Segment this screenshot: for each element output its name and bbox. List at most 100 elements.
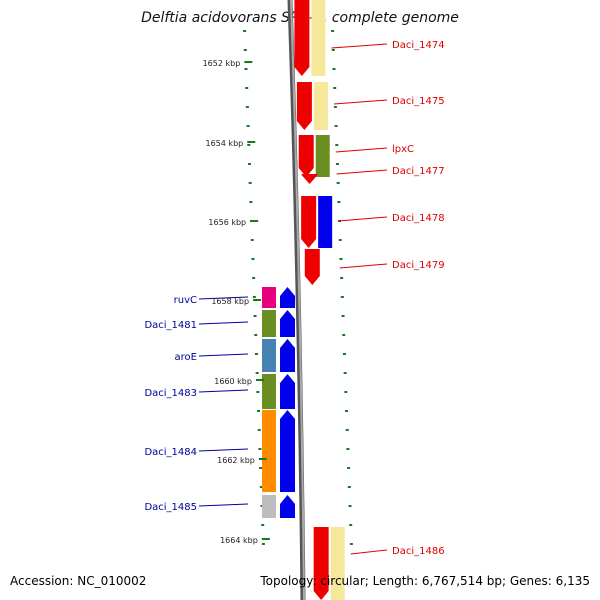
leader-line xyxy=(333,99,388,105)
tick-mark xyxy=(333,106,337,108)
backbone xyxy=(287,0,306,600)
tick-mark xyxy=(252,296,256,298)
gene-arrow xyxy=(280,287,295,308)
tick-mark xyxy=(345,410,349,412)
tick-mark xyxy=(334,125,338,127)
gene-label-daci_1483: Daci_1483 xyxy=(144,388,197,399)
scale-label: 1654 kbp xyxy=(206,139,244,148)
gene-class-box xyxy=(262,310,276,337)
gene-class-box xyxy=(262,495,276,518)
scale-ticks xyxy=(243,30,353,545)
tick-mark xyxy=(245,87,249,89)
gene-label-lpxc: lpxC xyxy=(392,144,414,155)
scale-tick xyxy=(255,379,264,381)
tick-mark xyxy=(257,410,261,412)
tick-mark xyxy=(259,467,263,469)
tick-mark xyxy=(256,391,260,393)
tick-mark xyxy=(339,258,343,260)
gene-arrow xyxy=(304,249,320,285)
tick-mark xyxy=(259,486,263,488)
gene-class-box xyxy=(330,527,345,600)
gene-arrow xyxy=(294,0,310,76)
tick-mark xyxy=(346,448,350,450)
leader-line xyxy=(336,169,388,175)
tick-mark xyxy=(254,334,258,336)
tick-mark xyxy=(247,144,251,146)
tick-mark xyxy=(336,182,340,184)
gene-label-daci_1478: Daci_1478 xyxy=(392,213,445,224)
scale-label: 1664 kbp xyxy=(220,536,258,545)
tick-mark xyxy=(258,448,262,450)
gene-arrow xyxy=(296,82,312,130)
scale-label: 1652 kbp xyxy=(203,59,241,68)
tick-mark xyxy=(250,239,254,241)
tick-mark xyxy=(248,182,252,184)
tick-mark xyxy=(245,106,249,108)
leader-line xyxy=(198,296,249,300)
leader-line xyxy=(335,147,388,153)
scale-tick xyxy=(253,299,262,301)
tick-mark xyxy=(349,524,353,526)
tick-mark xyxy=(340,277,344,279)
tick-mark xyxy=(342,353,346,355)
gene-features xyxy=(262,0,345,600)
scale-label: 1656 kbp xyxy=(208,218,246,227)
gene-label-daci_1481: Daci_1481 xyxy=(144,320,197,331)
scale-tick xyxy=(250,220,259,222)
backbone-highlight xyxy=(290,0,305,600)
gene-label-daci_1474: Daci_1474 xyxy=(392,40,445,51)
gene-arrow xyxy=(301,196,317,248)
leader-line xyxy=(331,43,388,49)
tick-mark xyxy=(343,372,347,374)
tick-mark xyxy=(341,315,345,317)
tick-mark xyxy=(333,87,337,89)
scale-tick xyxy=(247,141,256,143)
gene-class-box xyxy=(262,339,276,372)
tick-mark xyxy=(251,258,255,260)
gene-class-box xyxy=(315,135,330,177)
tick-mark xyxy=(338,239,342,241)
gene-label-daci_1484: Daci_1484 xyxy=(144,447,197,458)
tick-mark xyxy=(243,49,247,51)
tick-mark xyxy=(252,277,256,279)
tick-mark xyxy=(347,486,351,488)
gene-label-daci_1479: Daci_1479 xyxy=(392,260,445,271)
tick-mark xyxy=(331,49,335,51)
leader-line xyxy=(338,216,388,222)
gene-class-box xyxy=(262,410,276,492)
gene-class-box xyxy=(313,82,328,130)
gene-label-daci_1477: Daci_1477 xyxy=(392,166,445,177)
tick-mark xyxy=(344,391,348,393)
tick-mark xyxy=(253,315,257,317)
gene-arrow xyxy=(280,339,295,372)
tick-mark xyxy=(249,201,253,203)
tick-mark xyxy=(342,334,346,336)
scale-tick xyxy=(261,538,270,540)
leader-line xyxy=(198,448,249,452)
tick-mark xyxy=(244,68,248,70)
tick-mark xyxy=(347,467,351,469)
topology-text: Topology: circular; Length: 6,767,514 bp… xyxy=(260,574,590,588)
gene-label-daci_1486: Daci_1486 xyxy=(392,546,445,557)
tick-mark xyxy=(257,429,261,431)
gene-label-aroe: aroE xyxy=(175,352,197,363)
leader-line xyxy=(198,503,249,507)
scale-tick xyxy=(258,458,267,460)
gene-arrow xyxy=(280,495,295,518)
gene-class-box xyxy=(318,196,333,248)
tick-mark xyxy=(348,505,352,507)
tick-mark xyxy=(247,163,251,165)
tick-mark xyxy=(335,163,339,165)
gene-class-box xyxy=(262,287,276,308)
tick-mark xyxy=(335,144,339,146)
tick-mark xyxy=(332,68,336,70)
gene-label-daci_1475: Daci_1475 xyxy=(392,96,445,107)
gene-label-daci_1485: Daci_1485 xyxy=(144,502,197,513)
gene-arrow xyxy=(313,527,329,600)
gene-class-box xyxy=(311,0,326,76)
scale-tick xyxy=(244,61,253,63)
gene-arrow xyxy=(301,174,318,184)
scale-label: 1662 kbp xyxy=(217,456,255,465)
gene-arrow xyxy=(280,410,295,492)
